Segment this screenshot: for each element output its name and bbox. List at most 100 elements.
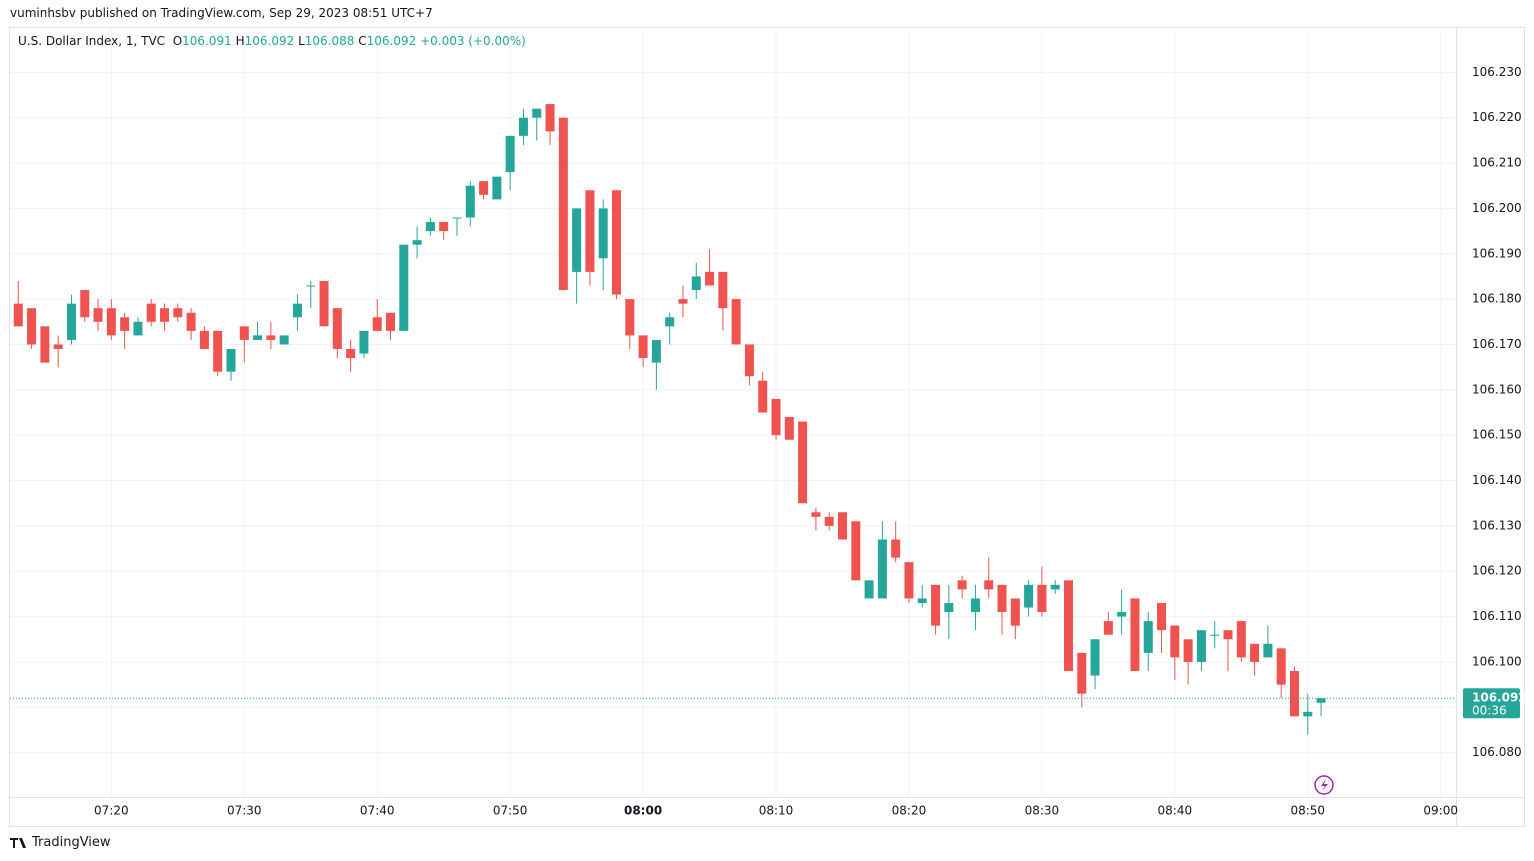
candle-body xyxy=(877,539,887,599)
y-tick-label: 106.130 xyxy=(1472,518,1522,532)
y-tick-label: 106.200 xyxy=(1472,201,1522,215)
candle-body xyxy=(1183,639,1193,662)
candle-body xyxy=(1077,652,1087,694)
x-tick-label: 08:50 xyxy=(1290,804,1325,818)
candle-body xyxy=(532,108,542,118)
candle-body xyxy=(1130,598,1140,672)
y-tick-label: 106.140 xyxy=(1472,473,1522,487)
candle-body xyxy=(399,244,409,331)
candle-body xyxy=(731,299,741,345)
candle-body xyxy=(665,317,675,327)
candle-body xyxy=(718,271,728,309)
candle-body xyxy=(558,117,568,291)
candle-body xyxy=(811,512,821,517)
x-tick-label: 08:30 xyxy=(1025,804,1060,818)
candle-body xyxy=(505,135,515,173)
candle-body xyxy=(359,330,369,354)
x-tick-label: 09:00 xyxy=(1423,804,1458,818)
x-tick-label: 07:20 xyxy=(94,804,129,818)
candle-body xyxy=(518,117,528,136)
legend-h-label: H xyxy=(235,34,245,48)
y-tick-label: 106.180 xyxy=(1472,292,1522,306)
candle-body xyxy=(931,584,941,626)
y-tick-label: 106.150 xyxy=(1472,428,1522,442)
candle-body xyxy=(891,539,901,558)
legend-high: 106.092 xyxy=(244,34,295,48)
candle-body xyxy=(970,598,980,613)
x-tick-label: 08:00 xyxy=(624,804,662,818)
y-tick-label: 106.230 xyxy=(1472,65,1522,79)
candle-body xyxy=(439,222,449,232)
candle-body xyxy=(306,285,316,287)
candle-body xyxy=(213,330,223,372)
chart-frame xyxy=(9,27,1525,827)
y-tick-label: 106.190 xyxy=(1472,246,1522,260)
candle-body xyxy=(638,335,648,359)
candle-body xyxy=(13,303,23,327)
candle-body xyxy=(53,344,63,350)
legend-close: 106.092 xyxy=(366,34,417,48)
legend-change: +0.003 (+0.00%) xyxy=(420,34,526,48)
event-icon[interactable] xyxy=(1314,775,1334,795)
y-tick-label: 106.120 xyxy=(1472,564,1522,578)
candle-body xyxy=(40,326,50,363)
candle-body xyxy=(1250,643,1260,662)
candle-body xyxy=(1063,580,1073,672)
y-tick-label: 106.170 xyxy=(1472,337,1522,351)
candle-body xyxy=(1316,698,1326,703)
candle-body xyxy=(917,598,927,603)
candle-body xyxy=(904,562,914,599)
candle-body xyxy=(851,521,861,581)
candle-body xyxy=(572,208,582,272)
candle-body xyxy=(1303,711,1313,717)
x-tick-label: 07:50 xyxy=(493,804,528,818)
candle-body xyxy=(319,280,329,327)
candle-body xyxy=(93,308,103,322)
candle-body xyxy=(1024,584,1034,608)
candle-body xyxy=(106,308,116,336)
candle-body xyxy=(1037,584,1047,613)
candle-body xyxy=(1157,602,1167,631)
candle-body xyxy=(1210,634,1220,636)
candle-body xyxy=(292,303,302,318)
candle-body xyxy=(784,417,794,440)
candle-body xyxy=(984,580,994,590)
legend-c-label: C xyxy=(358,34,367,48)
candle-body xyxy=(864,580,874,599)
candle-body xyxy=(66,303,76,340)
candle-body xyxy=(253,335,263,340)
candle-body xyxy=(585,190,595,272)
candle-body xyxy=(957,580,967,590)
candle-body xyxy=(372,317,382,331)
x-tick-label: 08:10 xyxy=(759,804,794,818)
last-price-label: 106.092 xyxy=(1472,691,1527,705)
x-tick-label: 07:40 xyxy=(360,804,395,818)
candle-body xyxy=(798,421,808,504)
candle-body xyxy=(771,398,781,436)
y-tick-label: 106.220 xyxy=(1472,110,1522,124)
candle-body xyxy=(744,344,754,377)
candle-body xyxy=(691,276,701,291)
candle-body xyxy=(479,181,489,195)
legend-symbol: U.S. Dollar Index, 1, TVC xyxy=(18,34,166,48)
candle-body xyxy=(997,584,1007,613)
candle-body xyxy=(80,290,90,318)
candle-body xyxy=(412,240,422,245)
candle-body xyxy=(386,312,396,331)
candle-body xyxy=(651,339,661,363)
legend-o-label: O xyxy=(172,34,183,48)
x-tick-label: 08:40 xyxy=(1158,804,1193,818)
candle-body xyxy=(1289,671,1299,717)
legend-l-label: L xyxy=(298,34,305,48)
y-tick-label: 106.110 xyxy=(1472,609,1522,623)
candle-body xyxy=(705,271,715,286)
candle-body xyxy=(545,104,555,132)
candle-body xyxy=(452,217,462,219)
candle-body xyxy=(226,349,236,372)
candle-body xyxy=(27,308,37,345)
candle-body xyxy=(239,326,249,340)
event-icon-bolt xyxy=(1321,779,1328,791)
brand-name: TradingView xyxy=(32,835,111,850)
